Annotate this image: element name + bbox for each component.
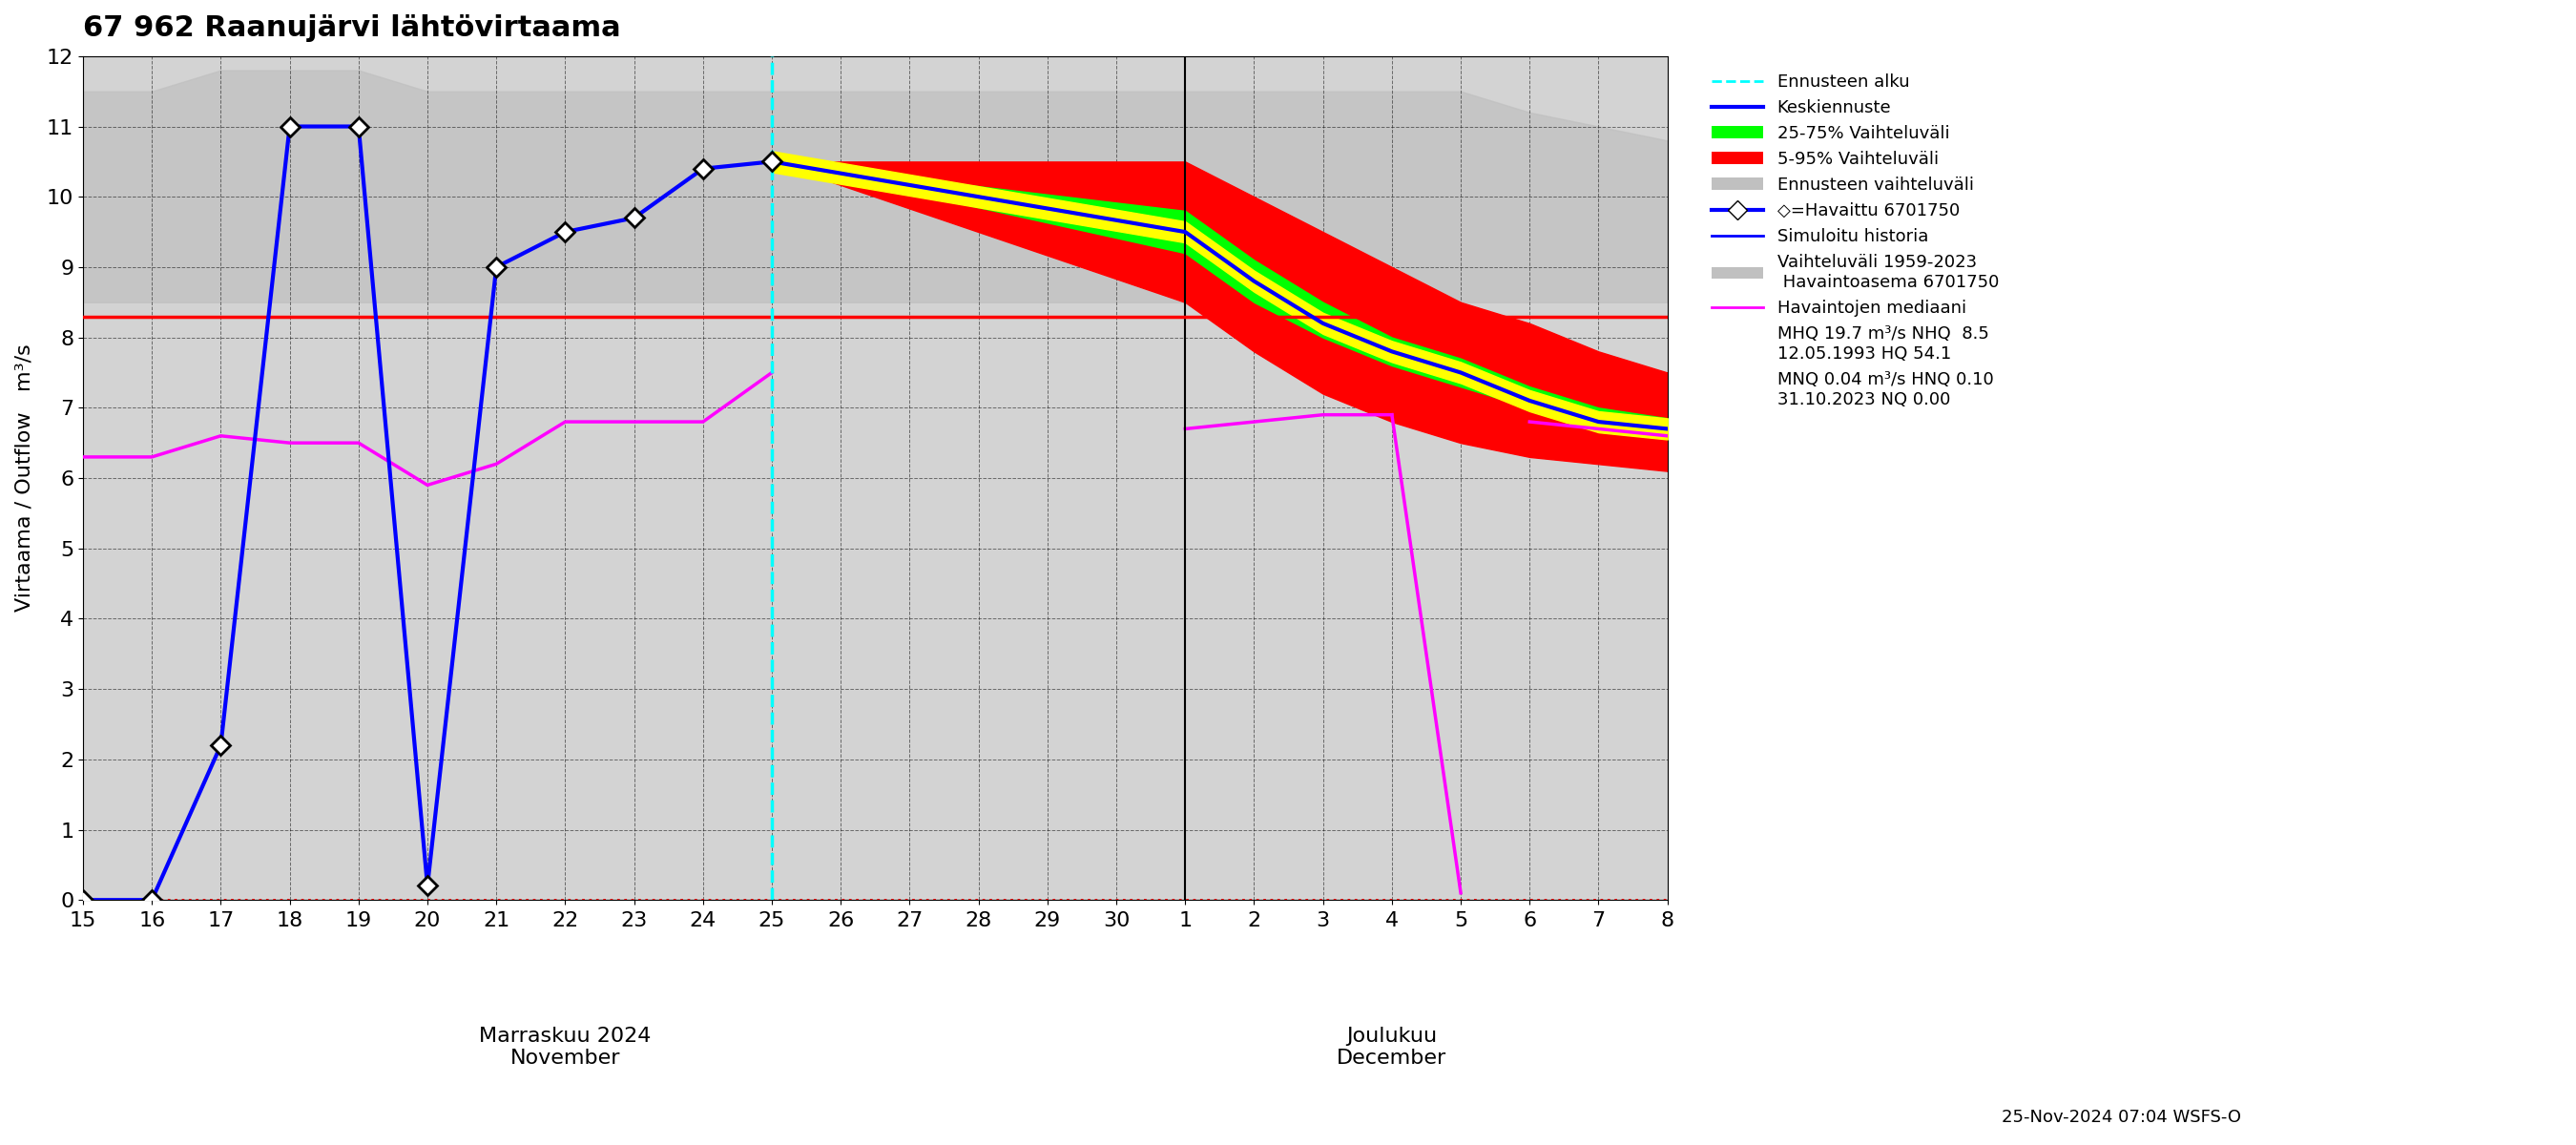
Y-axis label: Virtaama / Outflow   m³/s: Virtaama / Outflow m³/s xyxy=(15,345,33,611)
Text: 25-Nov-2024 07:04 WSFS-O: 25-Nov-2024 07:04 WSFS-O xyxy=(2002,1108,2241,1126)
Text: Marraskuu 2024
November: Marraskuu 2024 November xyxy=(479,1027,652,1068)
Text: Joulukuu
December: Joulukuu December xyxy=(1337,1027,1448,1068)
Text: 67 962 Raanujärvi lähtövirtaama: 67 962 Raanujärvi lähtövirtaama xyxy=(82,14,621,42)
Legend: Ennusteen alku, Keskiennuste, 25-75% Vaihteluväli, 5-95% Vaihteluväli, Ennusteen: Ennusteen alku, Keskiennuste, 25-75% Vai… xyxy=(1703,65,2007,417)
